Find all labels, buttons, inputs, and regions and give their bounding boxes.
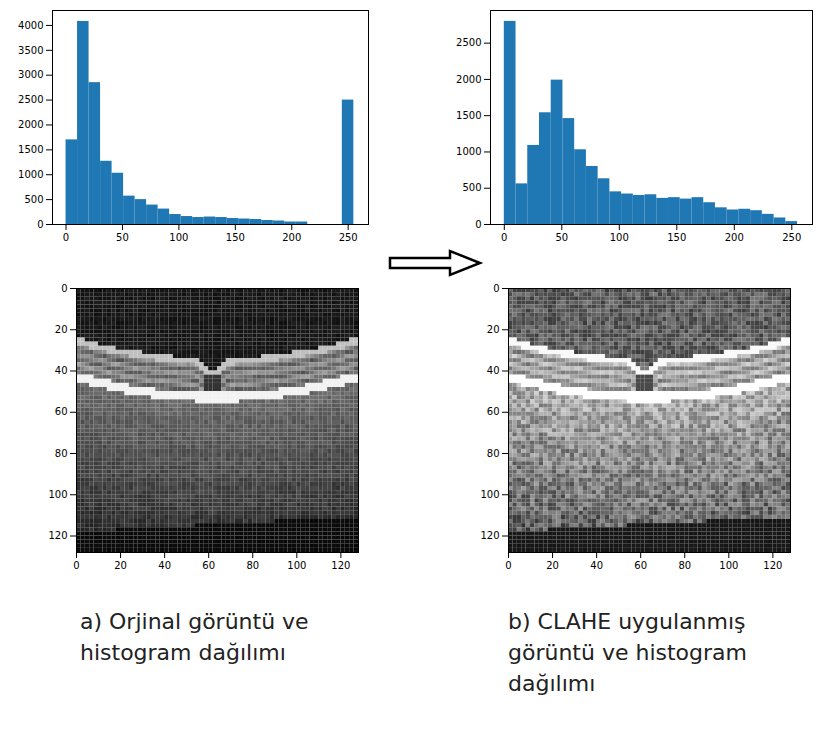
svg-text:3000: 3000 xyxy=(18,69,43,80)
svg-text:250: 250 xyxy=(782,232,801,243)
svg-text:2500: 2500 xyxy=(456,37,481,48)
svg-text:200: 200 xyxy=(725,232,744,243)
svg-text:120: 120 xyxy=(48,530,67,541)
svg-text:150: 150 xyxy=(226,232,245,243)
svg-text:40: 40 xyxy=(55,365,68,376)
svg-text:120: 120 xyxy=(331,560,350,571)
svg-text:100: 100 xyxy=(719,560,738,571)
svg-text:100: 100 xyxy=(610,232,629,243)
svg-text:50: 50 xyxy=(116,232,129,243)
svg-text:0: 0 xyxy=(37,219,43,230)
svg-text:1500: 1500 xyxy=(456,110,481,121)
svg-text:100: 100 xyxy=(287,560,306,571)
svg-text:200: 200 xyxy=(282,232,301,243)
svg-text:20: 20 xyxy=(487,324,500,335)
html-text:b) CLAHE uygulanmış görüntü ve: b) CLAHE uygulanmış görüntü ve histogram… xyxy=(508,609,747,696)
svg-text:20: 20 xyxy=(546,560,559,571)
svg-text:60: 60 xyxy=(55,406,68,417)
svg-text:3500: 3500 xyxy=(18,45,43,56)
svg-text:2000: 2000 xyxy=(456,74,481,85)
svg-text:120: 120 xyxy=(480,530,499,541)
svg-text:500: 500 xyxy=(24,194,43,205)
svg-text:0: 0 xyxy=(73,560,79,571)
svg-text:0: 0 xyxy=(63,232,69,243)
svg-text:20: 20 xyxy=(114,560,127,571)
svg-text:50: 50 xyxy=(555,232,568,243)
svg-text:20: 20 xyxy=(55,324,68,335)
svg-text:40: 40 xyxy=(590,560,603,571)
svg-text:2000: 2000 xyxy=(18,119,43,130)
svg-text:2500: 2500 xyxy=(18,94,43,105)
svg-text:60: 60 xyxy=(634,560,647,571)
svg-text:150: 150 xyxy=(667,232,686,243)
svg-text:0: 0 xyxy=(61,283,67,294)
svg-text:0: 0 xyxy=(475,219,481,230)
svg-text:4000: 4000 xyxy=(18,20,43,31)
svg-text:100: 100 xyxy=(48,489,67,500)
svg-text:1000: 1000 xyxy=(456,146,481,157)
svg-text:60: 60 xyxy=(487,406,500,417)
svg-text:500: 500 xyxy=(462,182,481,193)
svg-text:40: 40 xyxy=(487,365,500,376)
html-text:a) Orjinal görüntü ve histogra: a) Orjinal görüntü ve histogram dağılımı xyxy=(80,609,309,665)
svg-text:100: 100 xyxy=(169,232,188,243)
svg-text:1500: 1500 xyxy=(18,144,43,155)
svg-text:0: 0 xyxy=(505,560,511,571)
svg-text:120: 120 xyxy=(763,560,782,571)
svg-text:60: 60 xyxy=(202,560,215,571)
svg-text:0: 0 xyxy=(493,283,499,294)
svg-text:80: 80 xyxy=(487,448,500,459)
svg-text:80: 80 xyxy=(678,560,691,571)
svg-text:100: 100 xyxy=(480,489,499,500)
svg-text:250: 250 xyxy=(339,232,358,243)
svg-text:80: 80 xyxy=(55,448,68,459)
svg-text:0: 0 xyxy=(501,232,507,243)
svg-text:40: 40 xyxy=(158,560,171,571)
svg-text:80: 80 xyxy=(246,560,259,571)
svg-text:1000: 1000 xyxy=(18,169,43,180)
